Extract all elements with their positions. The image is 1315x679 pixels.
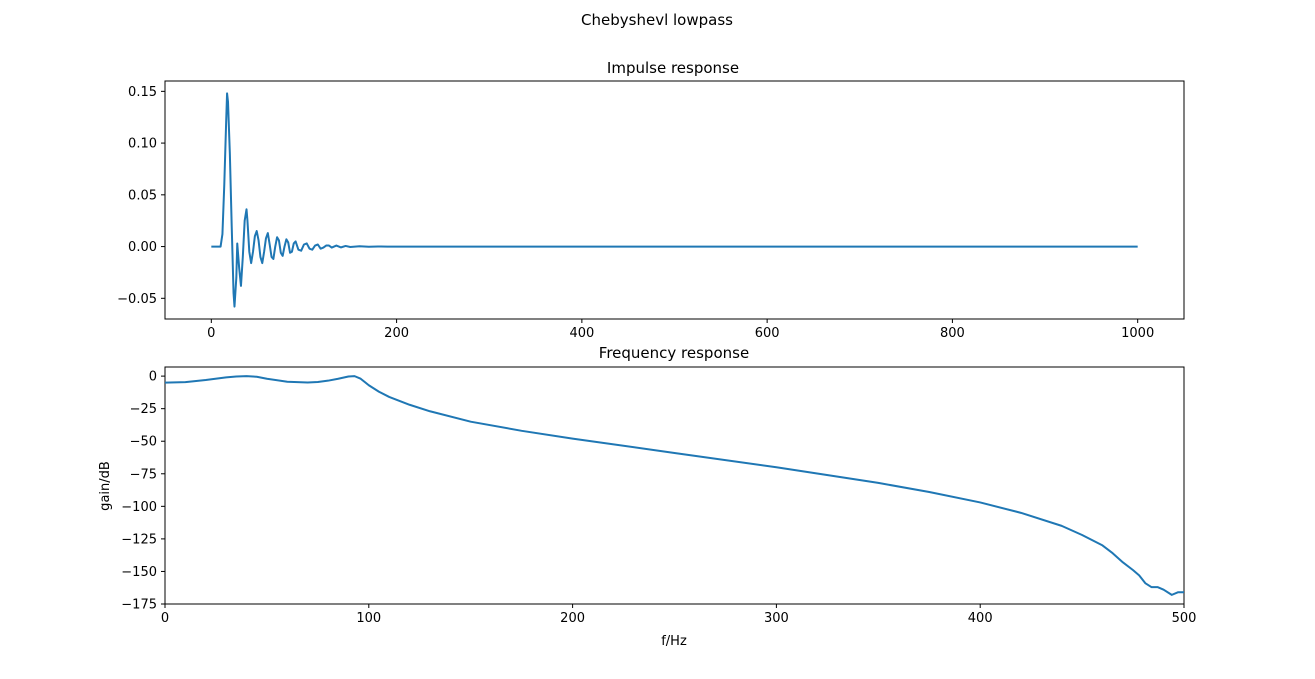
frequency-response-ytick-label: −175	[121, 598, 157, 613]
impulse-response-xtick-label: 400	[569, 326, 594, 341]
frequency-response-ytick-label: −125	[121, 532, 157, 547]
frequency-response-ytick-label: −25	[130, 402, 157, 417]
frequency-response-ylabel: gain/dB	[98, 461, 113, 511]
impulse-response-ytick-label: 0.15	[128, 85, 157, 100]
frequency-response-axes-frame	[164, 366, 1185, 605]
impulse-response-ytick-label: 0.10	[128, 137, 157, 152]
frequency-response-xtick-label: 100	[356, 611, 381, 626]
frequency-response-panel: Frequency response f/Hz gain/dB 0 100 200 3…	[98, 344, 1196, 649]
figure-suptitle: Chebyshevl lowpass	[581, 11, 733, 29]
impulse-response-xtick-label: 200	[384, 326, 409, 341]
frequency-response-ytick-label: −150	[121, 565, 157, 580]
frequency-response-ytick-label: −50	[130, 435, 157, 450]
frequency-response-ytick-label: 0	[149, 370, 157, 385]
impulse-response-title: Impulse response	[607, 59, 739, 77]
frequency-response-xtick-label: 500	[1172, 611, 1197, 626]
frequency-response-xtick-label: 200	[560, 611, 585, 626]
impulse-response-xtick-label: 0	[207, 326, 215, 341]
impulse-response-ytick-label: 0.05	[128, 188, 157, 203]
frequency-response-xtick-label: 400	[968, 611, 993, 626]
impulse-response-axes-frame	[164, 80, 1185, 320]
frequency-response-xtick-label: 0	[161, 611, 169, 626]
frequency-response-ytick-label: −75	[130, 467, 157, 482]
frequency-response-xtick-label: 300	[764, 611, 789, 626]
impulse-response-xtick-label: 600	[755, 326, 780, 341]
impulse-response-xtick-label: 1000	[1121, 326, 1154, 341]
frequency-response-ytick-label: −100	[121, 500, 157, 515]
frequency-response-line	[164, 375, 1184, 596]
impulse-response-ytick-label: 0.00	[128, 240, 157, 255]
impulse-response-panel: Impulse response 0 200 400 600 800 1000 −0.05 0…	[117, 59, 1185, 341]
impulse-response-xtick-label: 800	[940, 326, 965, 341]
frequency-response-xlabel: f/Hz	[661, 634, 687, 649]
frequency-response-title: Frequency response	[599, 344, 749, 362]
impulse-response-ytick-label: −0.05	[117, 292, 157, 307]
impulse-response-line	[211, 92, 1138, 308]
